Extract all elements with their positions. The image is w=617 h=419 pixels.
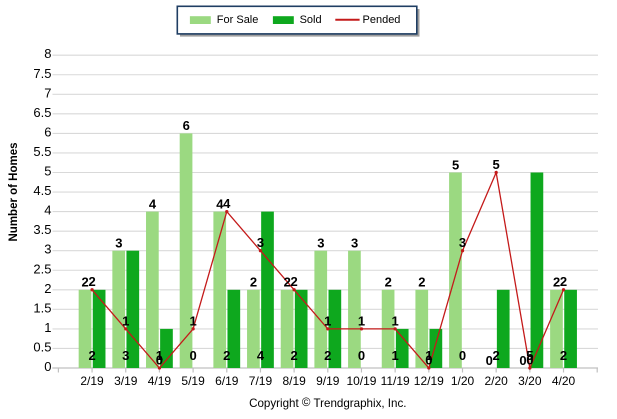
svg-text:0: 0: [526, 352, 533, 367]
svg-text:2/19: 2/19: [80, 374, 104, 388]
svg-text:2: 2: [560, 348, 567, 363]
svg-text:2: 2: [88, 348, 95, 363]
svg-text:Number of Homes: Number of Homes: [8, 142, 20, 241]
svg-text:3/20: 3/20: [518, 374, 542, 388]
svg-text:Pended: Pended: [363, 14, 401, 26]
svg-text:5: 5: [452, 157, 459, 172]
svg-text:1: 1: [122, 313, 129, 328]
svg-text:4: 4: [223, 196, 231, 211]
svg-text:3: 3: [317, 236, 324, 251]
svg-text:4: 4: [216, 196, 224, 211]
svg-text:2: 2: [291, 348, 298, 363]
svg-text:4.5: 4.5: [33, 183, 51, 198]
svg-text:6: 6: [183, 118, 190, 133]
svg-text:5.5: 5.5: [33, 144, 51, 159]
svg-text:2.5: 2.5: [33, 261, 51, 276]
svg-text:1: 1: [425, 348, 432, 363]
svg-text:4: 4: [257, 348, 265, 363]
svg-text:1: 1: [44, 320, 51, 335]
svg-text:0: 0: [156, 352, 163, 367]
svg-text:3: 3: [122, 348, 129, 363]
svg-text:5/19: 5/19: [181, 374, 205, 388]
svg-text:1: 1: [189, 313, 196, 328]
svg-text:9/19: 9/19: [316, 374, 340, 388]
svg-text:2/20: 2/20: [484, 374, 508, 388]
svg-text:Copyright © Trendgraphix, Inc.: Copyright © Trendgraphix, Inc.: [249, 396, 406, 410]
svg-text:5: 5: [493, 157, 500, 172]
svg-text:2: 2: [324, 348, 331, 363]
svg-text:2: 2: [223, 348, 230, 363]
svg-text:3.5: 3.5: [33, 222, 51, 237]
svg-text:2: 2: [44, 281, 51, 296]
svg-text:3/19: 3/19: [114, 374, 138, 388]
svg-text:3: 3: [44, 242, 51, 257]
svg-text:6.5: 6.5: [33, 105, 51, 120]
svg-text:7.5: 7.5: [33, 66, 51, 81]
svg-text:2: 2: [88, 274, 95, 289]
svg-text:3: 3: [257, 235, 264, 250]
svg-text:0: 0: [425, 352, 432, 367]
svg-text:0: 0: [519, 353, 526, 368]
svg-text:1/20: 1/20: [451, 374, 475, 388]
svg-text:5: 5: [526, 348, 533, 363]
svg-text:0: 0: [189, 348, 196, 363]
svg-text:0: 0: [358, 348, 365, 363]
svg-text:2: 2: [560, 274, 567, 289]
svg-text:3: 3: [459, 235, 466, 250]
svg-text:1: 1: [358, 313, 365, 328]
svg-text:2: 2: [291, 274, 298, 289]
svg-text:2: 2: [284, 275, 291, 290]
svg-text:6: 6: [44, 124, 51, 139]
svg-text:12/19: 12/19: [414, 374, 444, 388]
svg-text:7: 7: [44, 85, 51, 100]
svg-text:0: 0: [486, 353, 493, 368]
svg-text:2: 2: [385, 275, 392, 290]
svg-text:4: 4: [149, 196, 157, 211]
svg-text:5: 5: [44, 164, 51, 179]
svg-text:2: 2: [493, 348, 500, 363]
svg-text:1: 1: [392, 313, 399, 328]
svg-text:0.5: 0.5: [33, 339, 51, 354]
svg-text:4: 4: [44, 203, 51, 218]
svg-text:8: 8: [44, 46, 51, 61]
svg-text:6/19: 6/19: [215, 374, 239, 388]
svg-text:11/19: 11/19: [381, 374, 410, 388]
svg-text:0: 0: [44, 359, 51, 374]
svg-text:1.5: 1.5: [33, 300, 51, 315]
svg-text:3: 3: [351, 236, 358, 251]
svg-text:3: 3: [115, 236, 122, 251]
svg-text:Sold: Sold: [300, 14, 322, 26]
svg-text:2: 2: [553, 275, 560, 290]
svg-text:1: 1: [156, 348, 163, 363]
svg-text:2: 2: [250, 275, 257, 290]
svg-text:1: 1: [392, 348, 399, 363]
svg-text:10/19: 10/19: [346, 374, 376, 388]
svg-text:2: 2: [418, 275, 425, 290]
svg-text:2: 2: [82, 275, 89, 290]
svg-text:For Sale: For Sale: [217, 14, 259, 26]
svg-text:8/19: 8/19: [282, 374, 306, 388]
svg-text:4/20: 4/20: [552, 374, 576, 388]
svg-text:7/19: 7/19: [249, 374, 273, 388]
svg-text:4/19: 4/19: [148, 374, 172, 388]
svg-text:0: 0: [459, 348, 466, 363]
svg-text:1: 1: [324, 313, 331, 328]
